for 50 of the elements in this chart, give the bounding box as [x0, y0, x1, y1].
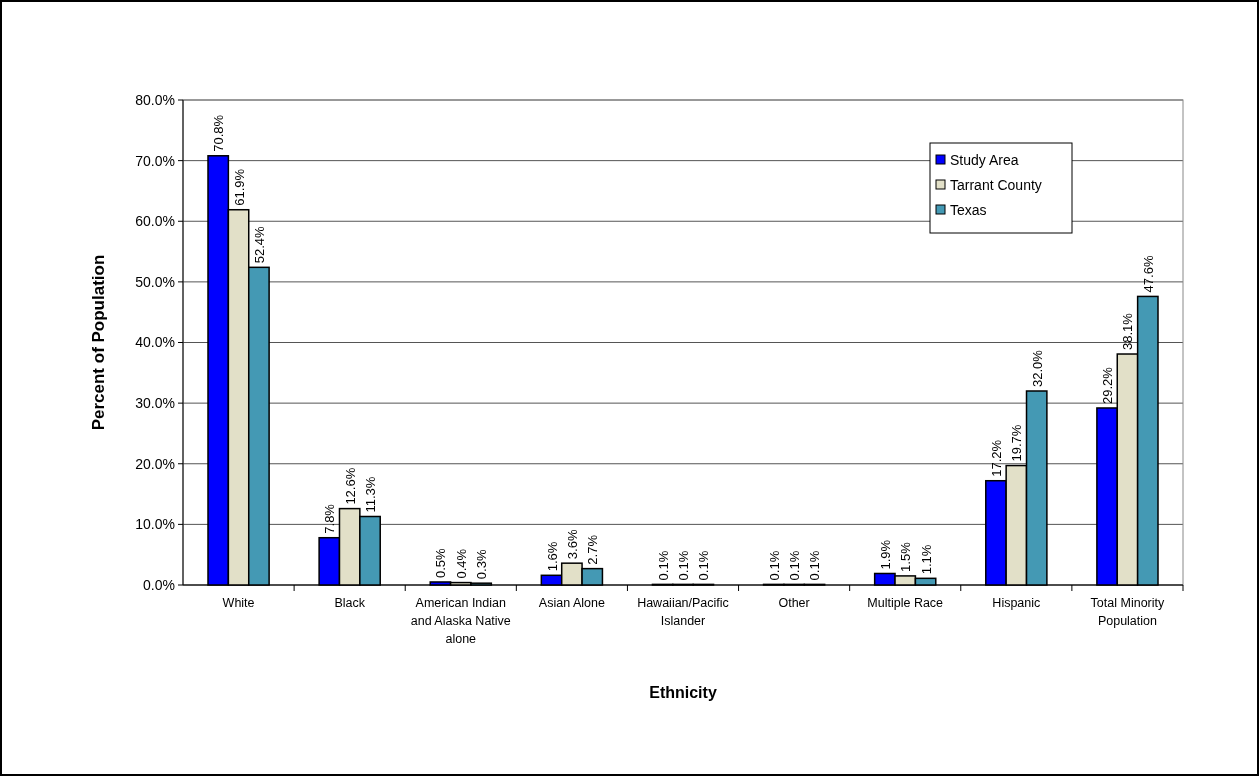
- y-tick-label: 20.0%: [135, 455, 175, 472]
- data-label: 0.1%: [787, 550, 803, 581]
- x-tick-label: Hawaiian/Pacific Islander: [637, 596, 729, 628]
- data-label: 1.5%: [898, 541, 914, 572]
- x-tick-label: Other: [778, 596, 810, 610]
- x-tick-label: Total Minority Population: [1090, 596, 1166, 628]
- data-label: 1.9%: [877, 539, 893, 570]
- data-label: 0.4%: [453, 548, 469, 579]
- x-tick-label: Asian Alone: [538, 596, 605, 610]
- data-label: 38.1%: [1120, 312, 1136, 351]
- y-tick-label: 10.0%: [135, 516, 175, 533]
- data-label: 29.2%: [1100, 366, 1116, 404]
- data-label: 0.1%: [676, 550, 691, 581]
- y-tick-label: 50.0%: [135, 273, 175, 290]
- x-tick-label: American Indian and Alaska Native alone: [410, 596, 511, 646]
- data-label: 2.7%: [585, 534, 601, 565]
- data-label: 0.3%: [474, 549, 490, 580]
- data-label: 47.6%: [1140, 255, 1156, 293]
- x-axis-title: Ethnicity: [649, 684, 717, 701]
- y-axis-title: Percent of Population: [89, 254, 108, 431]
- y-tick-label: 60.0%: [135, 213, 175, 230]
- data-label: 17.2%: [988, 439, 1004, 477]
- y-tick-label: 80.0%: [135, 91, 175, 108]
- data-label: 70.8%: [211, 114, 227, 152]
- data-label: 3.6%: [564, 529, 580, 560]
- x-tick-label: White: [222, 596, 255, 610]
- data-label: 0.1%: [766, 550, 782, 581]
- x-tick-label: Hispanic: [992, 596, 1041, 610]
- data-label: 0.1%: [807, 550, 823, 581]
- data-label: 0.1%: [696, 550, 712, 581]
- legend-label: Tarrant County: [950, 176, 1042, 193]
- data-label: 1.1%: [918, 544, 934, 575]
- data-label: 52.4%: [251, 226, 267, 264]
- legend-label: Texas: [950, 201, 987, 218]
- y-tick-label: 70.0%: [135, 152, 175, 169]
- data-label: 7.8%: [322, 503, 338, 534]
- data-label: 32.0%: [1029, 349, 1045, 387]
- y-tick-label: 0.0%: [143, 576, 175, 593]
- data-label: 1.6%: [544, 541, 560, 572]
- y-tick-label: 40.0%: [135, 334, 175, 351]
- data-label: 12.6%: [342, 467, 358, 505]
- data-label: 11.3%: [363, 476, 379, 513]
- x-tick-label: Black: [334, 596, 366, 610]
- y-tick-label: 30.0%: [135, 395, 175, 412]
- data-label: 0.5%: [433, 547, 449, 578]
- data-label: 61.9%: [231, 168, 247, 206]
- legend-label: Study Area: [950, 151, 1019, 168]
- data-label: 19.7%: [1009, 424, 1025, 462]
- data-label: 0.1%: [655, 550, 671, 581]
- x-tick-label: Multiple Race: [867, 596, 944, 610]
